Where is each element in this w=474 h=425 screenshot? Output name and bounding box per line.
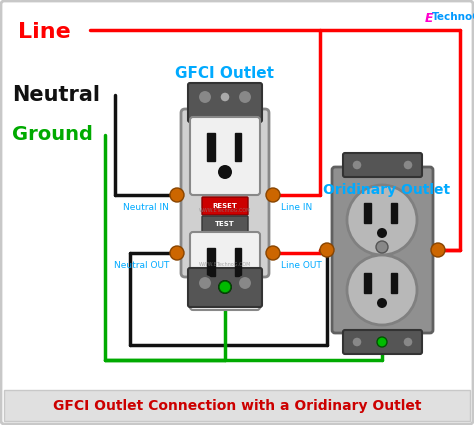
Text: Neutral IN: Neutral IN	[123, 202, 169, 212]
Text: TEST: TEST	[215, 221, 235, 227]
FancyBboxPatch shape	[202, 197, 248, 215]
Bar	[235, 133, 241, 161]
Text: Neutral: Neutral	[12, 85, 100, 105]
Text: Line: Line	[18, 22, 71, 42]
FancyBboxPatch shape	[202, 216, 248, 232]
FancyBboxPatch shape	[343, 330, 422, 354]
Circle shape	[347, 185, 417, 255]
Circle shape	[347, 255, 417, 325]
Circle shape	[377, 337, 387, 347]
Circle shape	[198, 90, 212, 104]
FancyBboxPatch shape	[190, 232, 260, 310]
Bar	[364, 203, 371, 223]
Text: E: E	[425, 12, 434, 25]
Circle shape	[218, 165, 232, 179]
Bar	[364, 273, 371, 293]
Circle shape	[238, 90, 252, 104]
Bar	[235, 248, 241, 276]
Circle shape	[218, 280, 232, 294]
Circle shape	[352, 337, 362, 347]
FancyBboxPatch shape	[188, 83, 262, 122]
Bar	[4, 390, 470, 421]
Text: Line OUT: Line OUT	[281, 261, 322, 269]
Bar	[207, 133, 215, 161]
Circle shape	[376, 241, 388, 253]
Circle shape	[198, 276, 212, 290]
Text: GFCI Outlet Connection with a Oridinary Outlet: GFCI Outlet Connection with a Oridinary …	[53, 399, 421, 413]
Circle shape	[403, 337, 413, 347]
Circle shape	[238, 276, 252, 290]
FancyBboxPatch shape	[181, 109, 269, 277]
Circle shape	[170, 246, 184, 260]
Bar	[391, 203, 397, 223]
Text: Neutral OUT: Neutral OUT	[114, 261, 169, 269]
Text: RESET: RESET	[212, 203, 237, 209]
Bar	[207, 248, 215, 276]
Circle shape	[170, 188, 184, 202]
Circle shape	[377, 228, 387, 238]
Circle shape	[352, 160, 362, 170]
Circle shape	[266, 188, 280, 202]
Circle shape	[320, 243, 334, 257]
Circle shape	[220, 92, 230, 102]
Circle shape	[377, 298, 387, 308]
Text: TechnoG: TechnoG	[432, 12, 474, 22]
Circle shape	[266, 246, 280, 260]
Text: Line IN: Line IN	[281, 202, 312, 212]
Text: Oridinary Outlet: Oridinary Outlet	[323, 183, 451, 197]
Circle shape	[431, 243, 445, 257]
Text: GFCI Outlet: GFCI Outlet	[175, 65, 274, 80]
Bar	[391, 273, 397, 293]
Circle shape	[403, 160, 413, 170]
FancyBboxPatch shape	[188, 268, 262, 307]
FancyBboxPatch shape	[190, 117, 260, 195]
FancyBboxPatch shape	[332, 167, 433, 333]
Text: WWW.ETechnoG.COM: WWW.ETechnoG.COM	[199, 263, 251, 267]
Circle shape	[219, 281, 231, 293]
Text: WWW.ETechnoG.COM: WWW.ETechnoG.COM	[199, 207, 251, 212]
FancyBboxPatch shape	[343, 153, 422, 177]
Text: Ground: Ground	[12, 125, 93, 145]
